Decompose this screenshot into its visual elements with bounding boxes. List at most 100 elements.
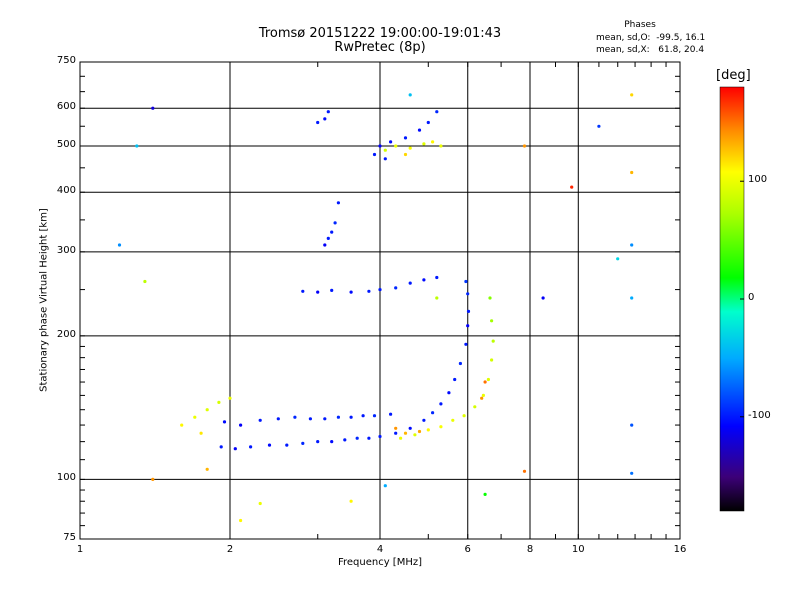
data-point [222, 420, 227, 424]
data-point [367, 436, 371, 440]
data-point [383, 484, 387, 488]
data-point [276, 417, 280, 421]
data-point [336, 201, 340, 205]
y-tick-label: 200 [56, 328, 76, 340]
data-point [422, 142, 426, 146]
data-point [408, 426, 412, 430]
data-point [483, 380, 487, 384]
stats-heading: Phases [624, 20, 656, 30]
data-point [180, 423, 184, 427]
data-point [249, 445, 253, 449]
x-axis-label: Frequency [MHz] [337, 557, 423, 568]
y-tick-label: 750 [56, 55, 76, 66]
data-point [301, 289, 305, 293]
data-point [413, 433, 417, 437]
data-point [522, 144, 527, 148]
data-point [466, 292, 470, 296]
data-point [466, 324, 470, 328]
stats-x-mode: mean, sd,X: 61.8, 20.4 [596, 45, 705, 55]
data-point [435, 110, 439, 114]
data-point [630, 170, 634, 175]
data-point [267, 443, 272, 447]
data-point [473, 405, 477, 409]
data-point [408, 93, 412, 97]
colorbar-tick-label: 0 [748, 292, 755, 303]
data-point [426, 428, 430, 432]
data-point [389, 412, 393, 416]
x-tick-label: 8 [526, 544, 534, 555]
data-point [326, 110, 330, 114]
data-points [117, 93, 634, 523]
data-point [301, 441, 305, 445]
data-point [394, 144, 398, 148]
x-tick-label: 6 [464, 544, 471, 555]
data-point [151, 477, 155, 481]
data-point [447, 391, 451, 395]
data-point [316, 120, 320, 125]
data-point [239, 423, 243, 427]
data-point [336, 415, 340, 419]
data-point [439, 425, 443, 429]
data-point [481, 393, 485, 397]
data-point [219, 445, 223, 449]
data-point [394, 286, 398, 290]
data-point [378, 288, 382, 292]
data-point [316, 440, 320, 444]
data-point [205, 408, 209, 412]
data-point [630, 243, 634, 247]
colorbar-label: [deg] [716, 68, 751, 83]
data-point [293, 415, 297, 419]
data-point [541, 296, 545, 300]
data-point [422, 278, 426, 282]
data-point [490, 319, 494, 323]
data-point [316, 290, 320, 294]
data-point [431, 411, 435, 415]
data-point [403, 136, 408, 140]
data-point [389, 140, 393, 144]
data-point [135, 144, 139, 148]
data-point [117, 243, 122, 247]
data-point [323, 243, 327, 247]
x-tick-label: 4 [376, 544, 384, 555]
data-point [466, 309, 471, 313]
data-point [239, 518, 243, 523]
data-point [378, 434, 382, 439]
data-point [308, 417, 312, 421]
data-point [403, 152, 408, 157]
data-point [488, 296, 492, 300]
data-point [630, 296, 634, 300]
data-point [403, 431, 408, 435]
data-point [435, 296, 439, 300]
data-point [285, 443, 289, 447]
data-point [462, 414, 466, 418]
stats-o-mode: mean, sd,O: -99.5, 16.1 [596, 33, 706, 43]
data-point [435, 275, 439, 280]
y-tick-label: 400 [56, 185, 76, 197]
data-point [355, 436, 359, 440]
data-point [486, 377, 490, 382]
data-point [490, 358, 494, 362]
data-point [378, 144, 382, 148]
data-point [143, 279, 147, 284]
y-axis-label: Stationary phase Virtual Height [km] [38, 208, 50, 392]
colorbar-ticks [740, 180, 744, 418]
data-point [417, 128, 422, 132]
data-point [597, 124, 601, 128]
data-point [193, 415, 197, 419]
data-point [323, 117, 327, 121]
data-point [333, 221, 337, 225]
data-point [399, 436, 403, 440]
data-point [630, 423, 634, 427]
data-point [570, 185, 574, 189]
data-point [439, 402, 443, 406]
chart-subtitle: RwPretec (8p) [334, 40, 426, 55]
y-tick-label: 300 [56, 244, 76, 256]
data-point [217, 400, 221, 404]
data-point [228, 396, 232, 400]
data-point [151, 106, 155, 110]
data-point [394, 426, 398, 430]
data-point [233, 447, 237, 451]
colorbar-tick-label: -100 [748, 409, 771, 421]
data-point [372, 152, 377, 157]
data-point [630, 93, 634, 97]
